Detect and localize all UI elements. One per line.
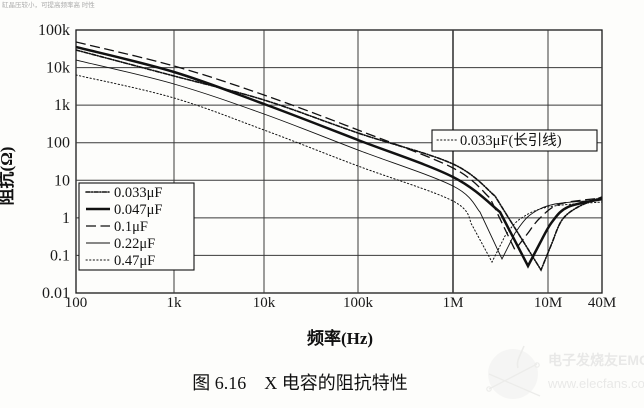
svg-text:1: 1 <box>62 210 70 227</box>
svg-text:电子发烧友EMC: 电子发烧友EMC <box>548 352 644 368</box>
svg-text:0.033μF: 0.033μF <box>114 185 162 201</box>
svg-text:缸晶压较小，可提高频率高 时性: 缸晶压较小，可提高频率高 时性 <box>2 0 95 9</box>
svg-text:0.033μF(长引线): 0.033μF(长引线) <box>460 132 562 149</box>
svg-text:100k: 100k <box>38 22 70 39</box>
svg-text:0.1: 0.1 <box>50 247 70 264</box>
svg-text:40M: 40M <box>588 295 616 311</box>
svg-text:100k: 100k <box>343 295 374 311</box>
svg-text:1k: 1k <box>167 295 183 311</box>
svg-text:0.047μF: 0.047μF <box>114 202 162 218</box>
svg-text:1k: 1k <box>54 97 70 114</box>
svg-text:10: 10 <box>54 172 70 189</box>
svg-text:www.elecfans.com: www.elecfans.com <box>547 376 644 391</box>
svg-text:100: 100 <box>46 135 70 152</box>
svg-text:阻抗(Ω): 阻抗(Ω) <box>0 147 16 206</box>
svg-text:频率(Hz): 频率(Hz) <box>307 328 373 348</box>
svg-text:0.47μF: 0.47μF <box>114 253 155 269</box>
svg-text:10k: 10k <box>46 60 70 77</box>
svg-text:0.22μF: 0.22μF <box>114 236 155 252</box>
svg-text:10M: 10M <box>534 295 562 311</box>
svg-text:1M: 1M <box>443 295 464 311</box>
svg-text:10k: 10k <box>253 295 276 311</box>
svg-text:图 6.16 X 电容的阻抗特性: 图 6.16 X 电容的阻抗特性 <box>192 373 408 393</box>
svg-text:100: 100 <box>65 295 88 311</box>
svg-text:0.1μF: 0.1μF <box>114 219 148 235</box>
